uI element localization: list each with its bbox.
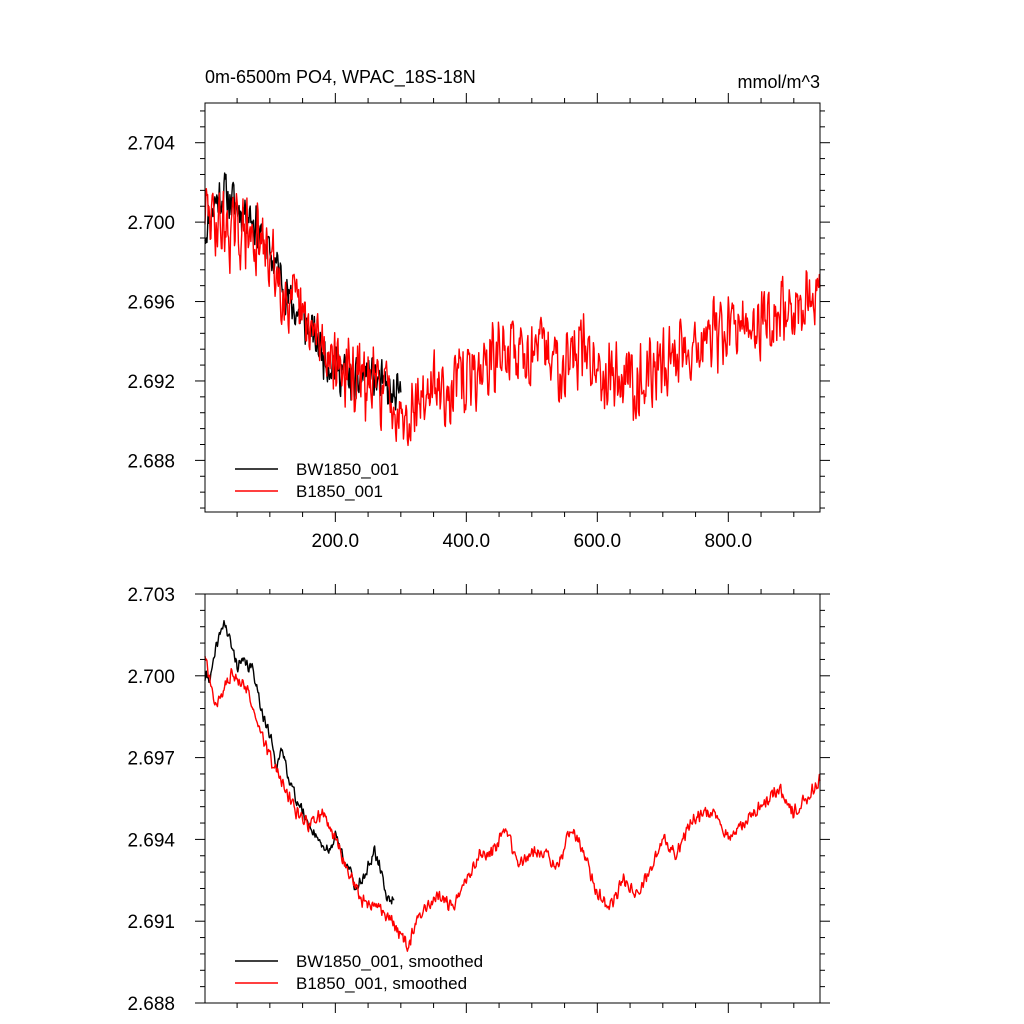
y-tick-label: 2.691 — [127, 912, 175, 933]
legend-bottom: BW1850_001, smoothed B1850_001, smoothed — [235, 952, 483, 993]
y-tick-label: 2.696 — [127, 293, 175, 314]
legend-label: BW1850_001 — [296, 460, 399, 479]
x-tick-label: 600.0 — [574, 531, 622, 552]
y-tick-label: 2.692 — [127, 372, 175, 393]
legend-label: B1850_001, smoothed — [296, 974, 467, 993]
y-tick-label: 2.688 — [127, 451, 175, 472]
x-tick-label: 400.0 — [443, 531, 491, 552]
units-label: mmol/m^3 — [738, 72, 820, 92]
legend-label: BW1850_001, smoothed — [296, 952, 483, 971]
y-tick-label: 2.694 — [127, 830, 175, 851]
y-tick-label: 2.703 — [127, 585, 175, 606]
series-line-bw1850-001-smoothed — [204, 619, 395, 905]
x-tick-label: 200.0 — [312, 531, 360, 552]
top-panel: 0m-6500m PO4, WPAC_18S-18N mmol/m^3 200.… — [127, 67, 830, 552]
y-tick-label: 2.704 — [127, 134, 175, 155]
x-tick-label: 800.0 — [705, 531, 753, 552]
series-line-b1850-001 — [204, 188, 821, 447]
y-tick-label: 2.700 — [127, 213, 175, 234]
chart-title: 0m-6500m PO4, WPAC_18S-18N — [205, 67, 476, 88]
plot-frame-top — [204, 102, 821, 513]
series-line-b1850-001-smoothed — [204, 656, 821, 952]
bottom-panel: 2.688 2.691 2.694 2.697 2.700 2.703 BW1850_00… — [127, 584, 830, 1015]
plot-frame-bottom — [204, 593, 821, 1004]
y-tick-label: 2.697 — [127, 749, 175, 770]
y-tick-label: 2.700 — [127, 667, 175, 688]
legend-label: B1850_001 — [296, 482, 383, 501]
legend-top: BW1850_001 B1850_001 — [235, 460, 399, 501]
y-tick-label: 2.688 — [127, 994, 175, 1015]
